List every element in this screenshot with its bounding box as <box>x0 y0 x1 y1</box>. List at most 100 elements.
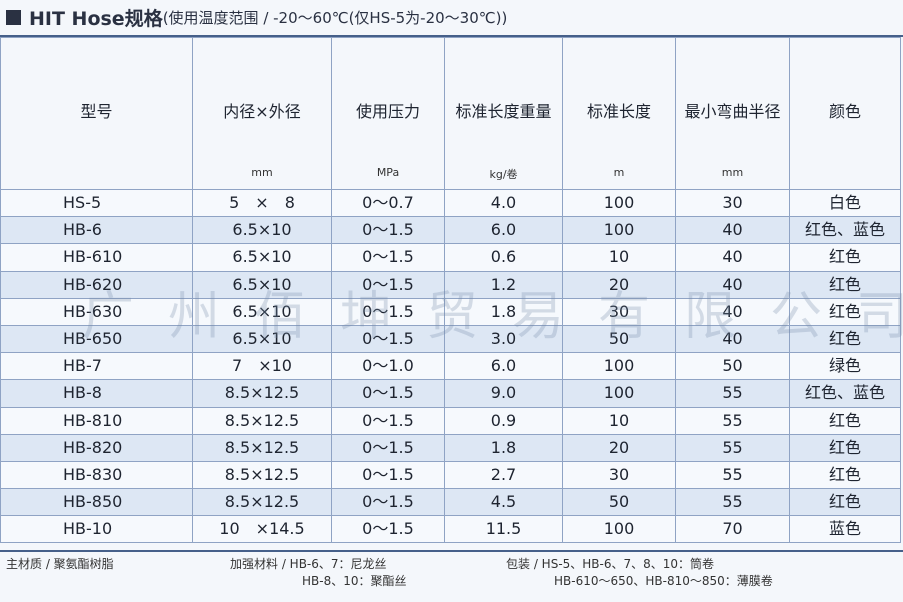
cell-length: 100 <box>562 379 676 408</box>
cell-bend-radius: 55 <box>675 460 790 490</box>
cell-model: HB-810 <box>0 406 193 435</box>
table-header-row: 型号 内径×外径 mm 使用压力 MPa 标准长度重量 kg/卷 标准长度 m 最小弯曲… <box>0 37 901 190</box>
cell-model: HB-850 <box>0 488 193 517</box>
title-temperature-range: (使用温度范围 / -20～60℃(仅HS-5为-20～30℃)) <box>162 8 508 27</box>
cell-color: 白色 <box>789 188 901 218</box>
cell-diameter: 7 ×10 <box>192 352 332 381</box>
cell-weight: 1.8 <box>444 297 563 326</box>
cell-pressure: 0～0.7 <box>331 188 445 218</box>
cell-weight: 4.5 <box>444 488 563 517</box>
cell-color: 红色 <box>789 297 901 326</box>
cell-diameter: 6.5×10 <box>192 243 332 272</box>
top-rule <box>0 35 903 37</box>
cell-pressure: 0～1.0 <box>331 352 445 381</box>
cell-diameter: 8.5×12.5 <box>192 488 332 517</box>
cell-model: HB-7 <box>0 352 193 381</box>
cell-model: HB-830 <box>0 460 193 490</box>
header-weight: 标准长度重量 kg/卷 <box>444 37 563 190</box>
cell-model: HB-820 <box>0 433 193 462</box>
cell-weight: 6.0 <box>444 352 563 381</box>
table-row: HB-650 6.5×10 0～1.5 3.0 50 40 红色 <box>0 324 901 354</box>
cell-bend-radius: 40 <box>675 243 790 272</box>
table-row: HB-610 6.5×10 0～1.5 0.6 10 40 红色 <box>0 243 901 272</box>
cell-bend-radius: 55 <box>675 379 790 408</box>
cell-bend-radius: 30 <box>675 188 790 218</box>
table-row: HB-850 8.5×12.5 0～1.5 4.5 50 55 红色 <box>0 488 901 517</box>
cell-diameter: 6.5×10 <box>192 324 332 354</box>
table-row: HB-8 8.5×12.5 0～1.5 9.0 100 55 红色、蓝色 <box>0 379 901 408</box>
cell-color: 蓝色 <box>789 515 901 544</box>
cell-length: 10 <box>562 243 676 272</box>
cell-color: 红色 <box>789 243 901 272</box>
cell-model: HS-5 <box>0 188 193 218</box>
cell-pressure: 0～1.5 <box>331 433 445 462</box>
cell-length: 50 <box>562 324 676 354</box>
cell-pressure: 0～1.5 <box>331 488 445 517</box>
cell-color: 红色、蓝色 <box>789 216 901 245</box>
cell-model: HB-10 <box>0 515 193 544</box>
cell-diameter: 10 ×14.5 <box>192 515 332 544</box>
cell-weight: 6.0 <box>444 216 563 245</box>
cell-pressure: 0～1.5 <box>331 515 445 544</box>
cell-length: 100 <box>562 515 676 544</box>
cell-color: 绿色 <box>789 352 901 381</box>
table-row: HB-820 8.5×12.5 0～1.5 1.8 20 55 红色 <box>0 433 901 462</box>
cell-weight: 9.0 <box>444 379 563 408</box>
cell-pressure: 0～1.5 <box>331 406 445 435</box>
cell-color: 红色 <box>789 324 901 354</box>
footer-package: 包装 / HS-5、HB-6、7、8、10：筒卷 HB-610～650、HB-8… <box>506 556 773 590</box>
cell-weight: 2.7 <box>444 460 563 490</box>
header-model: 型号 <box>0 37 193 190</box>
cell-pressure: 0～1.5 <box>331 270 445 299</box>
cell-color: 红色 <box>789 270 901 299</box>
table-row: HB-630 6.5×10 0～1.5 1.8 30 40 红色 <box>0 297 901 326</box>
cell-model: HB-630 <box>0 297 193 326</box>
cell-color: 红色 <box>789 460 901 490</box>
cell-color: 红色 <box>789 433 901 462</box>
cell-color: 红色 <box>789 406 901 435</box>
cell-model: HB-8 <box>0 379 193 408</box>
cell-bend-radius: 70 <box>675 515 790 544</box>
footer-reinforcement: 加强材料 / HB-6、7：尼龙丝 HB-8、10：聚酯丝 <box>230 556 407 590</box>
cell-color: 红色、蓝色 <box>789 379 901 408</box>
table-row: HB-6 6.5×10 0～1.5 6.0 100 40 红色、蓝色 <box>0 216 901 245</box>
table-row: HS-5 5 × 8 0～0.7 4.0 100 30 白色 <box>0 188 901 218</box>
cell-model: HB-6 <box>0 216 193 245</box>
header-color: 颜色 <box>789 37 901 190</box>
cell-diameter: 8.5×12.5 <box>192 406 332 435</box>
table-row: HB-810 8.5×12.5 0～1.5 0.9 10 55 红色 <box>0 406 901 435</box>
cell-weight: 4.0 <box>444 188 563 218</box>
cell-diameter: 8.5×12.5 <box>192 379 332 408</box>
header-length: 标准长度 m <box>562 37 676 190</box>
table-row: HB-830 8.5×12.5 0～1.5 2.7 30 55 红色 <box>0 460 901 490</box>
cell-diameter: 8.5×12.5 <box>192 460 332 490</box>
cell-bend-radius: 55 <box>675 488 790 517</box>
cell-length: 30 <box>562 297 676 326</box>
table-row: HB-620 6.5×10 0～1.5 1.2 20 40 红色 <box>0 270 901 299</box>
cell-length: 100 <box>562 188 676 218</box>
cell-bend-radius: 55 <box>675 406 790 435</box>
cell-pressure: 0～1.5 <box>331 243 445 272</box>
cell-pressure: 0～1.5 <box>331 216 445 245</box>
title-main: HIT Hose规格 <box>29 7 163 30</box>
cell-model: HB-610 <box>0 243 193 272</box>
cell-weight: 3.0 <box>444 324 563 354</box>
cell-color: 红色 <box>789 488 901 517</box>
header-diameter: 内径×外径 mm <box>192 37 332 190</box>
footer-reinforcement-line2: HB-8、10：聚酯丝 <box>302 574 407 588</box>
cell-bend-radius: 40 <box>675 297 790 326</box>
footer-package-line2: HB-610～650、HB-810～850：薄膜卷 <box>554 574 773 588</box>
cell-weight: 11.5 <box>444 515 563 544</box>
cell-diameter: 6.5×10 <box>192 216 332 245</box>
cell-pressure: 0～1.5 <box>331 379 445 408</box>
cell-pressure: 0～1.5 <box>331 324 445 354</box>
cell-weight: 1.2 <box>444 270 563 299</box>
cell-weight: 0.6 <box>444 243 563 272</box>
table-row: HB-10 10 ×14.5 0～1.5 11.5 100 70 蓝色 <box>0 515 901 544</box>
cell-bend-radius: 40 <box>675 216 790 245</box>
cell-length: 20 <box>562 433 676 462</box>
cell-bend-radius: 40 <box>675 324 790 354</box>
cell-model: HB-650 <box>0 324 193 354</box>
cell-length: 100 <box>562 352 676 381</box>
cell-model: HB-620 <box>0 270 193 299</box>
